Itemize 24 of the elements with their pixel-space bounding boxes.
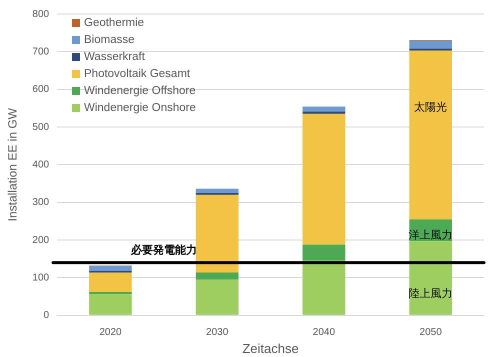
ref-line-label: 必要発電能力 — [130, 244, 197, 257]
legend-label: Windenergie Offshore — [84, 84, 196, 96]
x-tick-label: 2030 — [206, 327, 229, 338]
y-tick-label: 200 — [32, 234, 50, 246]
annotation: 太陽光 — [414, 100, 448, 114]
legend-label: Wasserkraft — [84, 50, 145, 62]
x-tick-label: 2020 — [99, 327, 122, 338]
y-tick-label: 300 — [32, 197, 50, 208]
y-tick-label: 700 — [32, 46, 50, 58]
y-tick-label: 100 — [32, 272, 50, 284]
legend-label: Windenergie Onshore — [84, 102, 196, 114]
annotation: 陸上風力 — [408, 287, 453, 300]
y-tick-label: 800 — [32, 8, 50, 20]
y-tick-label: 500 — [32, 122, 50, 133]
x-axis-title: Zeitachse — [242, 340, 299, 356]
x-tick-label: 2040 — [312, 327, 336, 338]
y-tick-label: 600 — [32, 84, 50, 96]
legend-label: Photovoltaik Gesamt — [84, 68, 190, 80]
legend-label: Biomasse — [84, 34, 134, 46]
y-tick-label: 400 — [32, 159, 50, 170]
legend-label: Geothermie — [84, 16, 144, 28]
y-axis-title: Installation EE in GW — [6, 107, 20, 222]
y-tick-label: 0 — [44, 310, 50, 322]
x-tick-label: 2050 — [420, 327, 442, 338]
